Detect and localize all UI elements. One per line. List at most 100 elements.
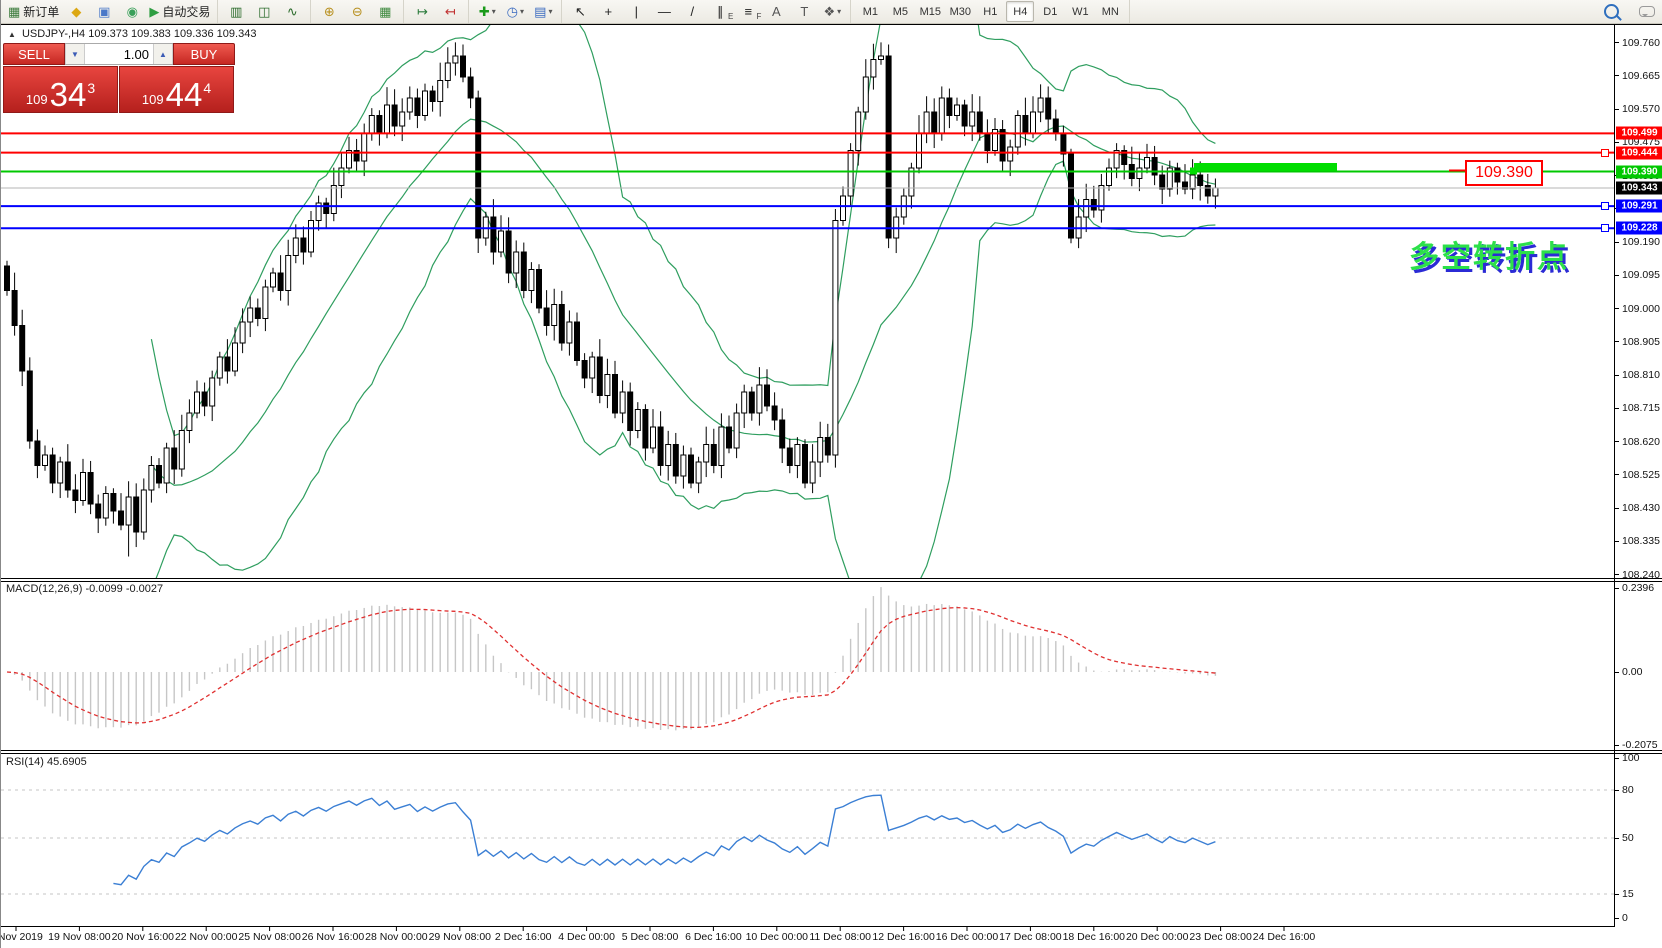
sell-price-button[interactable]: 109 34 3 — [3, 66, 118, 113]
line-drag-handle[interactable] — [1601, 202, 1609, 211]
timeframe-h1-button[interactable]: H1 — [983, 5, 998, 18]
x-axis-label: 16 Dec 00:00 — [935, 931, 999, 943]
x-axis-label: 11 Dec 08:00 — [809, 931, 872, 943]
x-axis-label: 4 Dec 00:00 — [558, 931, 615, 943]
x-axis-label: 8 Nov 2019 — [1, 931, 43, 943]
sell-button[interactable]: SELL — [3, 43, 65, 65]
volume-decrease-button[interactable]: ▼ — [65, 44, 85, 64]
y-axis-tick-label: 108.525 — [1622, 468, 1660, 481]
metaeditor-icon[interactable]: ◆ — [71, 4, 82, 19]
chat-icon[interactable] — [1639, 6, 1655, 17]
volume-increase-button[interactable]: ▲ — [153, 44, 173, 64]
indicators-icon[interactable]: ✚ ▾ — [478, 4, 496, 19]
buy-price-button[interactable]: 109 44 4 — [119, 66, 234, 113]
x-axis-label: 26 Nov 16:00 — [301, 931, 365, 943]
zoom-out-icon[interactable]: ⊖ — [351, 4, 363, 19]
pane-separator[interactable] — [1, 753, 1662, 754]
pane-separator[interactable] — [1, 578, 1662, 579]
y-axis-tick — [1614, 540, 1619, 542]
timeframe-m1-button[interactable]: M1 — [862, 5, 878, 18]
y-axis-tick-label: 109.000 — [1622, 302, 1660, 315]
crosshair-icon[interactable]: + — [604, 4, 613, 19]
horizontal-line-icon[interactable]: — — [657, 4, 671, 19]
rsi-axis-tick — [1614, 894, 1619, 895]
toolbar-group: ▦ 新订单 ◆ ▣ ◉ ▶ 自动交易 — [1, 0, 219, 23]
x-axis-label: 17 Dec 08:00 — [999, 931, 1062, 943]
timeframe-m30-button[interactable]: M30 — [949, 5, 972, 18]
price-line-label: 109.228 — [1616, 221, 1662, 235]
rsi-axis-tick-label: 80 — [1622, 784, 1634, 796]
buy-price-prefix: 109 — [141, 92, 164, 107]
candlestick-icon[interactable]: ◫ — [258, 4, 271, 19]
toolbar: ▦ 新订单 ◆ ▣ ◉ ▶ 自动交易 ▥ ◫ ∿ ⊕ ⊖ ▦ ↦ ↤ ✚ ▾ ◷ ▾ ▤ ▾ ↖ + | — / ∥ E ≡ F A T ❖ ▾ M… — [1, 0, 1662, 24]
tile-windows-icon[interactable]: ▦ — [379, 4, 392, 19]
autotrade-button[interactable]: ▶ 自动交易 — [149, 4, 211, 19]
price-line-label: 109.499 — [1616, 126, 1662, 140]
y-axis-tick-label: 109.190 — [1622, 236, 1660, 248]
line-chart-icon[interactable]: ∿ — [286, 4, 298, 19]
periods-icon[interactable]: ◷ ▾ — [506, 4, 524, 19]
search-icon[interactable] — [1597, 2, 1625, 22]
volume-input[interactable] — [85, 44, 153, 64]
y-axis-tick — [1614, 374, 1619, 376]
bar-chart-icon[interactable]: ▥ — [230, 4, 243, 19]
buy-price-sup: 4 — [203, 80, 212, 96]
text-icon[interactable]: A — [771, 4, 781, 19]
collapse-triangle-icon[interactable]: ▲ — [8, 30, 16, 39]
auto-scroll-icon[interactable]: ↦ — [416, 4, 428, 19]
templates-icon[interactable]: ▤ ▾ — [534, 4, 553, 19]
buy-button[interactable]: BUY — [173, 43, 235, 65]
y-axis-tick-label: 108.240 — [1622, 568, 1660, 581]
signal-icon[interactable]: ◉ — [126, 4, 138, 19]
pane-separator[interactable] — [1, 750, 1662, 751]
timeframe-m5-button[interactable]: M5 — [892, 5, 908, 18]
zoom-in-icon[interactable]: ⊕ — [323, 4, 335, 19]
price-line-label: 109.343 — [1616, 181, 1662, 195]
trendline-icon[interactable]: / — [690, 4, 695, 19]
timeframe-h4-button[interactable]: H4 — [1006, 1, 1035, 22]
new-order-button[interactable]: ▦ 新订单 — [8, 4, 60, 19]
chart-bottom-border — [1, 926, 1615, 927]
timeframe-mn-button[interactable]: MN — [1101, 5, 1119, 18]
timeframe-toolbar: M1 M5 M15 M30 H1 H4 D1 W1 MN — [851, 0, 1131, 23]
symbol-ohlc: 109.373 109.383 109.336 109.343 — [88, 28, 257, 40]
line-drag-handle[interactable] — [1601, 148, 1609, 157]
sell-price-sup: 3 — [87, 80, 96, 96]
y-axis-tick — [1614, 108, 1619, 110]
fibonacci-icon[interactable]: ≡ F — [744, 4, 762, 21]
toolbar-group: ↖ + | — / ∥ E ≡ F A T ❖ ▾ — [562, 0, 852, 23]
chinese-annotation[interactable]: 多空转折点 — [1409, 241, 1569, 274]
y-axis-tick-label: 109.095 — [1622, 269, 1660, 282]
chart-shift-icon[interactable]: ↤ — [444, 4, 456, 19]
vertical-line-icon[interactable]: | — [634, 4, 639, 19]
x-axis-label: 28 Nov 00:00 — [365, 931, 428, 943]
timeframe-d1-button[interactable]: D1 — [1043, 5, 1058, 18]
chart-window-top-border — [1, 24, 1662, 25]
timeframe-w1-button[interactable]: W1 — [1072, 5, 1089, 18]
terminal-icon[interactable]: ▣ — [98, 4, 111, 19]
y-axis-tick — [1614, 441, 1619, 442]
rsi-axis-tick-label: 50 — [1622, 832, 1634, 844]
line-drag-handle[interactable] — [1601, 224, 1609, 233]
rsi-label: RSI(14) 45.6905 — [6, 756, 87, 768]
toolbar-right — [1597, 2, 1662, 22]
macd-label: MACD(12,26,9) -0.0099 -0.0027 — [6, 583, 164, 595]
cursor-icon[interactable]: ↖ — [574, 4, 586, 19]
y-axis-tick — [1614, 507, 1619, 509]
x-axis-label: 23 Dec 08:00 — [1189, 931, 1252, 943]
y-axis-tick — [1614, 75, 1619, 77]
price-tag-label[interactable]: 109.390 — [1465, 160, 1543, 186]
channel-icon[interactable]: ∥ E — [717, 4, 734, 21]
rsi-axis-tick-label: 15 — [1622, 888, 1634, 900]
x-axis-label: 6 Dec 16:00 — [685, 931, 742, 943]
y-axis-tick-label: 108.620 — [1622, 435, 1660, 448]
y-axis-tick — [1614, 341, 1619, 343]
symbol-name: USDJPY-,H4 — [21, 28, 86, 40]
arrows-icon[interactable]: ❖ ▾ — [823, 4, 842, 19]
timeframe-m15-button[interactable]: M15 — [919, 5, 942, 18]
pane-separator[interactable] — [1, 581, 1662, 582]
x-axis-label: 2 Dec 16:00 — [494, 931, 552, 943]
label-icon[interactable]: T — [800, 4, 809, 19]
buy-price-main: 44 — [165, 75, 203, 113]
